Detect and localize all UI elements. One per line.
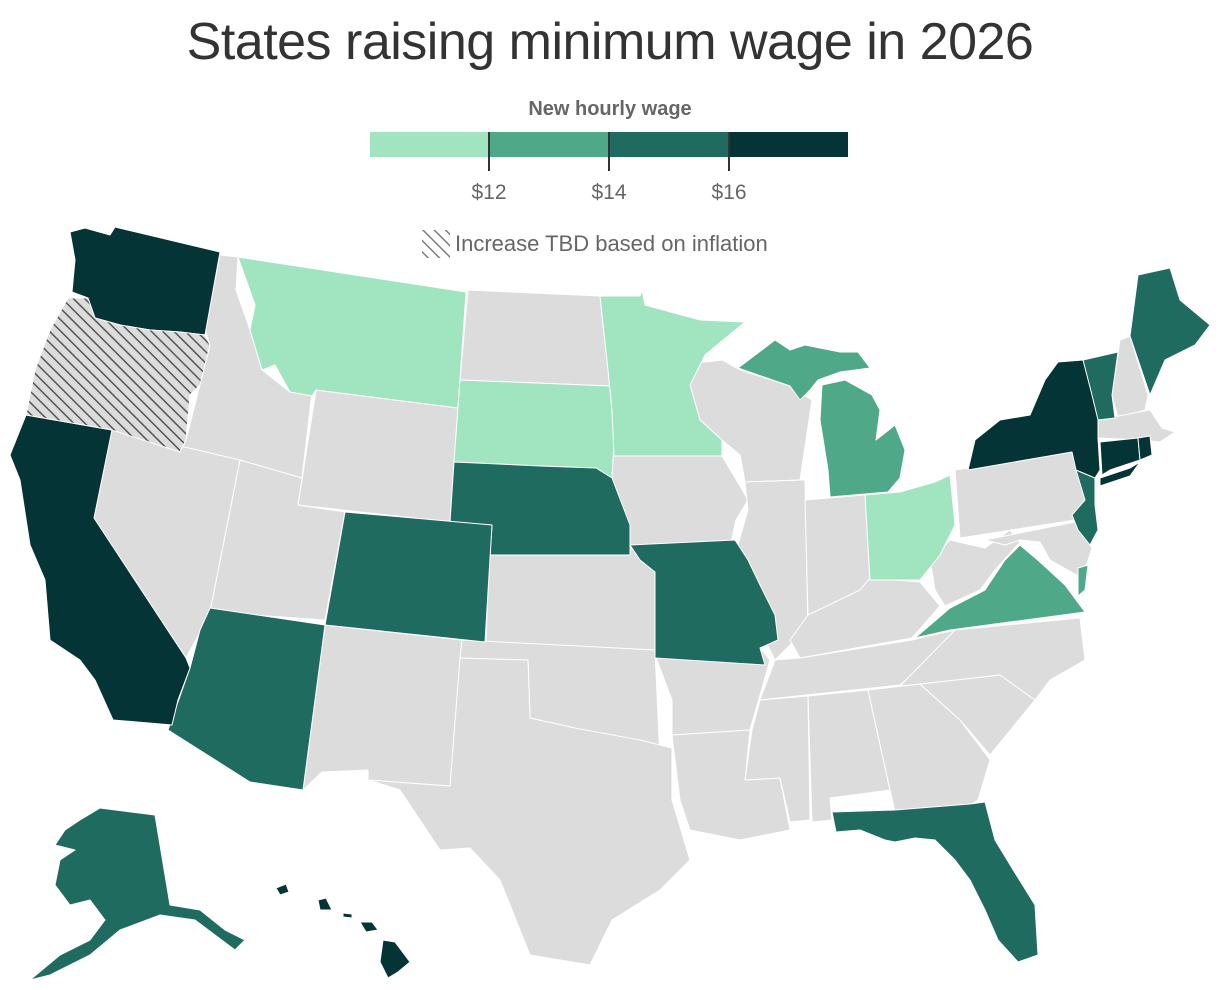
- legend-tick-12: [488, 132, 490, 171]
- state-west-virginia[interactable]: [929, 529, 1021, 607]
- legend-title: New hourly wage: [528, 98, 692, 120]
- legend-tick-14: [608, 132, 610, 171]
- state-kentucky[interactable]: [789, 577, 941, 659]
- state-connecticut[interactable]: [1099, 437, 1141, 476]
- state-north-carolina[interactable]: [899, 617, 1086, 701]
- hatch-legend-label: Increase TBD based on inflation: [455, 231, 768, 256]
- state-oregon-hatched[interactable]: [25, 297, 211, 453]
- hatch-pattern-icon: [422, 230, 450, 258]
- state-ohio[interactable]: [864, 474, 956, 581]
- state-missouri[interactable]: [629, 539, 779, 666]
- state-new-jersey[interactable]: [1071, 469, 1099, 546]
- legend-swatch-under-12: [370, 132, 490, 157]
- legend-tick-16: [728, 132, 730, 171]
- state-hawaii-maui[interactable]: [359, 921, 379, 933]
- bin-12-14: [737, 339, 1089, 639]
- state-hawaii-big-island[interactable]: [379, 939, 411, 979]
- state-minnesota[interactable]: [599, 289, 746, 457]
- state-montana[interactable]: [237, 256, 467, 409]
- state-hawaii-molokai[interactable]: [342, 912, 353, 919]
- state-massachusetts[interactable]: [1097, 409, 1176, 443]
- legend-swatch-14-16: [609, 132, 729, 157]
- state-virginia[interactable]: [914, 544, 1086, 639]
- state-new-mexico[interactable]: [302, 624, 463, 791]
- bin-under-12: [237, 256, 956, 581]
- state-rhode-island[interactable]: [1137, 435, 1153, 461]
- hatch-legend: Increase TBD based on inflation: [422, 230, 768, 258]
- legend-tick-label-14: $14: [591, 181, 627, 204]
- no-increase-states: [93, 254, 1176, 966]
- state-long-island[interactable]: [1099, 461, 1141, 487]
- state-texas[interactable]: [367, 657, 691, 966]
- state-maine[interactable]: [1129, 267, 1211, 396]
- bin-16-plus: [9, 226, 1153, 979]
- state-wyoming[interactable]: [297, 389, 459, 523]
- state-alaska[interactable]: [29, 807, 246, 981]
- state-louisiana[interactable]: [671, 729, 791, 841]
- legend-tick-label-12: $12: [471, 181, 507, 204]
- state-iowa[interactable]: [609, 455, 749, 551]
- legend-swatch-12-14: [489, 132, 609, 157]
- state-california[interactable]: [9, 414, 191, 726]
- chart-title: States raising minimum wage in 2026: [186, 13, 1034, 71]
- state-florida[interactable]: [831, 801, 1039, 963]
- bin-14-16: [29, 267, 1211, 981]
- state-hawaii-oahu[interactable]: [317, 897, 333, 911]
- state-arizona[interactable]: [167, 607, 326, 791]
- state-michigan-lower[interactable]: [819, 379, 906, 498]
- legend-swatch-16-plus: [728, 132, 848, 157]
- state-hawaii-kauai[interactable]: [275, 883, 290, 896]
- legend-color-bar: [370, 132, 848, 157]
- state-north-dakota[interactable]: [459, 289, 611, 387]
- state-virginia-shore[interactable]: [1077, 564, 1089, 597]
- state-michigan-upper[interactable]: [737, 339, 871, 401]
- state-colorado[interactable]: [324, 511, 493, 643]
- legend-tick-label-16: $16: [711, 181, 747, 204]
- state-new-york[interactable]: [967, 359, 1101, 479]
